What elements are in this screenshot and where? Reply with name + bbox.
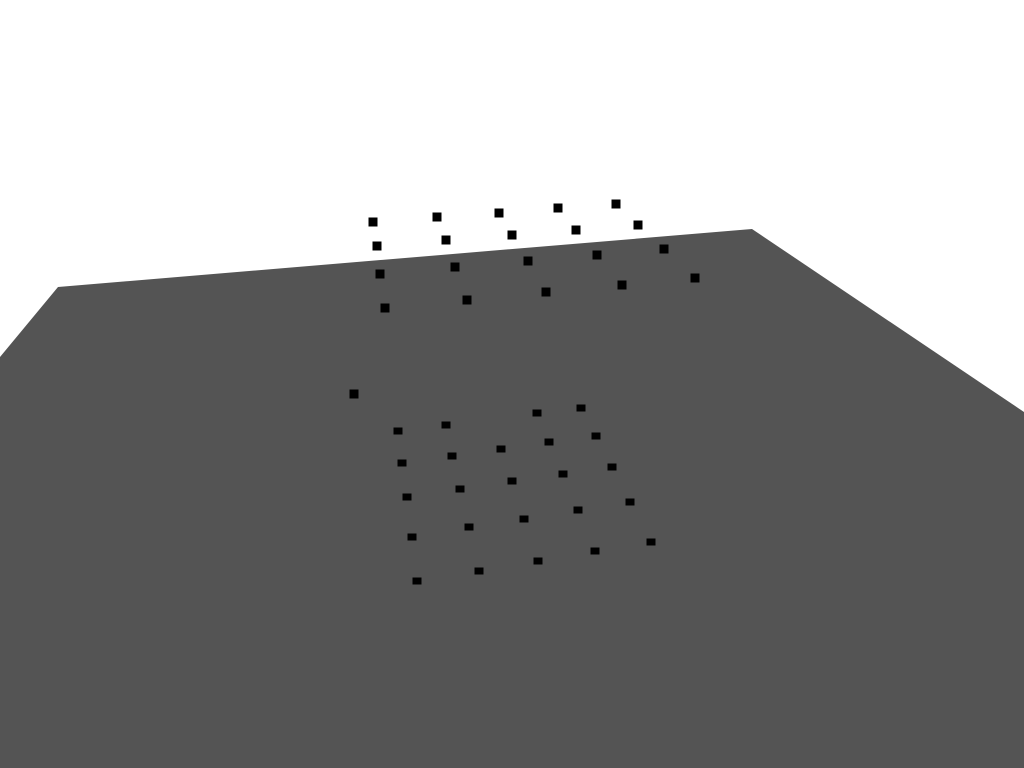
upper-marker-14 — [592, 250, 602, 260]
lower-marker-grid — [393, 404, 656, 585]
lower-marker-19 — [625, 498, 635, 506]
lower-marker-1 — [393, 427, 403, 435]
lower-marker-12 — [507, 477, 517, 485]
lower-marker-4 — [576, 404, 586, 412]
lower-marker-20 — [412, 577, 422, 585]
upper-marker-6 — [372, 241, 382, 251]
upper-marker-5 — [611, 199, 621, 209]
lower-marker-15 — [407, 533, 417, 541]
upper-marker-18 — [541, 287, 551, 297]
lower-marker-5 — [397, 459, 407, 467]
lower-marker-2 — [441, 421, 451, 429]
lower-marker-22 — [533, 557, 543, 565]
lower-marker-18 — [573, 506, 583, 514]
upper-marker-9 — [571, 225, 581, 235]
upper-marker-2 — [432, 212, 442, 222]
upper-marker-10 — [633, 220, 643, 230]
lower-marker-21 — [474, 567, 484, 575]
lower-marker-17 — [519, 515, 529, 523]
lower-marker-16 — [464, 523, 474, 531]
lower-marker-8 — [544, 438, 554, 446]
stray-marker-1 — [349, 389, 359, 399]
upper-marker-13 — [523, 256, 533, 266]
lower-marker-14 — [607, 463, 617, 471]
lower-marker-23 — [590, 547, 600, 555]
upper-marker-17 — [462, 295, 472, 305]
stray-markers — [349, 389, 359, 399]
upper-marker-4 — [553, 203, 563, 213]
upper-marker-12 — [450, 262, 460, 272]
upper-marker-15 — [659, 244, 669, 254]
upper-marker-8 — [507, 230, 517, 240]
upper-marker-1 — [368, 217, 378, 227]
upper-marker-3 — [494, 208, 504, 218]
lower-marker-10 — [402, 493, 412, 501]
ground-plane — [0, 229, 1024, 768]
upper-marker-16 — [380, 303, 390, 313]
upper-marker-11 — [375, 269, 385, 279]
lower-marker-6 — [447, 452, 457, 460]
upper-marker-grid — [368, 199, 700, 313]
lower-marker-13 — [558, 470, 568, 478]
lower-marker-11 — [455, 485, 465, 493]
lower-marker-7 — [496, 445, 506, 453]
upper-marker-19 — [617, 280, 627, 290]
lower-marker-9 — [591, 432, 601, 440]
upper-marker-20 — [690, 273, 700, 283]
lower-marker-24 — [646, 538, 656, 546]
lower-marker-3 — [532, 409, 542, 417]
upper-marker-7 — [441, 235, 451, 245]
